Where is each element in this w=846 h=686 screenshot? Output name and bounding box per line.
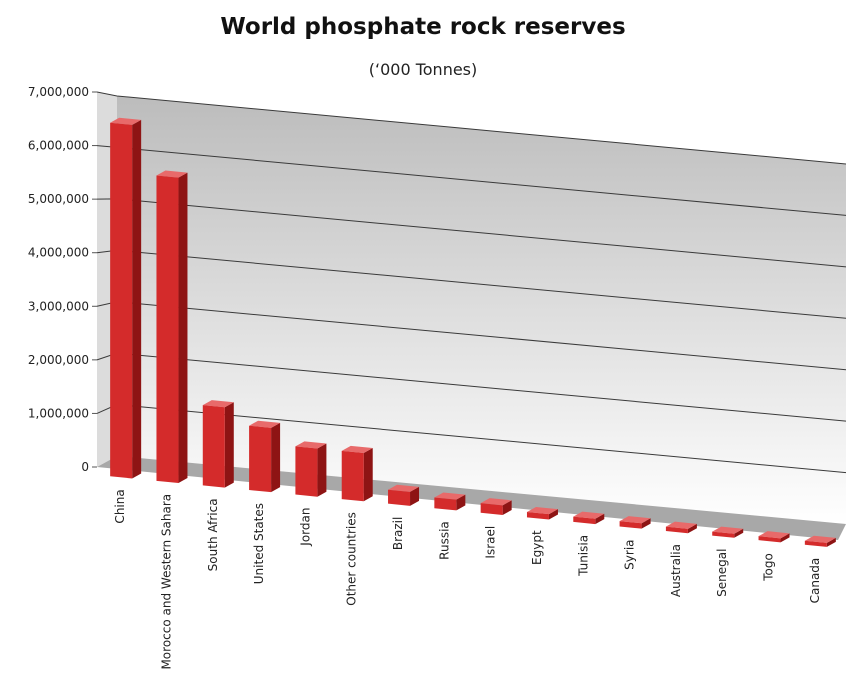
bar bbox=[341, 445, 373, 502]
y-tick-label: 4,000,000 bbox=[28, 246, 89, 260]
bar-top bbox=[295, 441, 327, 449]
bar-top bbox=[665, 521, 697, 529]
x-tick-label: Canada bbox=[808, 558, 822, 604]
bar-front bbox=[712, 531, 735, 538]
y-tick-label: 6,000,000 bbox=[28, 139, 89, 153]
bar-top bbox=[156, 170, 188, 178]
x-tick-label: Brazil bbox=[391, 517, 405, 551]
bar bbox=[619, 516, 651, 529]
bar-side bbox=[548, 509, 558, 520]
x-tick-label: Israel bbox=[484, 526, 498, 559]
bar-front bbox=[341, 450, 364, 502]
bar-front bbox=[295, 446, 318, 497]
bar-side bbox=[595, 513, 605, 525]
bar bbox=[202, 400, 234, 488]
y-tick-label: 0 bbox=[81, 460, 89, 474]
bar-front bbox=[526, 512, 549, 520]
bar bbox=[758, 531, 790, 543]
bar-top bbox=[712, 526, 744, 534]
bar-side bbox=[826, 537, 836, 547]
y-tick-label: 5,000,000 bbox=[28, 192, 89, 206]
bar-side bbox=[502, 500, 512, 515]
y-tick-label: 3,000,000 bbox=[28, 299, 89, 313]
bar-front bbox=[480, 503, 503, 515]
bar bbox=[156, 170, 188, 484]
bar-front bbox=[573, 516, 596, 525]
bar-top bbox=[573, 511, 605, 519]
bar-side bbox=[363, 448, 373, 502]
bar bbox=[665, 521, 697, 534]
gridline bbox=[96, 91, 846, 165]
x-tick-label: China bbox=[113, 489, 127, 523]
x-tick-label: Jordan bbox=[298, 508, 312, 547]
bar-top bbox=[434, 492, 466, 500]
bar bbox=[712, 526, 744, 538]
y-tick-label: 1,000,000 bbox=[28, 406, 89, 420]
bar-side bbox=[271, 422, 281, 493]
bar-front bbox=[619, 521, 642, 529]
bar-side bbox=[178, 172, 188, 484]
bar-side bbox=[456, 494, 466, 511]
bar bbox=[526, 507, 558, 520]
bar-side bbox=[641, 518, 651, 529]
bar-top bbox=[480, 498, 512, 506]
bar-side bbox=[317, 443, 327, 497]
bar-side bbox=[410, 486, 420, 506]
bar-side bbox=[687, 523, 697, 534]
bar-top bbox=[202, 400, 234, 408]
x-tick-label: Tunisia bbox=[576, 535, 590, 577]
bar-front bbox=[202, 405, 225, 488]
bar-top bbox=[804, 535, 836, 543]
x-tick-label: United States bbox=[252, 503, 266, 584]
bar-side bbox=[734, 528, 744, 538]
x-tick-label: South Africa bbox=[206, 498, 220, 571]
bar-top bbox=[110, 117, 142, 125]
chart-subtitle: (‘000 Tonnes) bbox=[368, 60, 478, 79]
bar-front bbox=[434, 497, 457, 511]
x-tick-label: Togo bbox=[762, 553, 776, 582]
bar-top bbox=[341, 445, 373, 454]
bar-front bbox=[110, 122, 133, 479]
bar bbox=[249, 420, 281, 493]
x-tick-label: Other countries bbox=[345, 512, 359, 606]
bar-top bbox=[388, 484, 420, 492]
bar-front bbox=[156, 175, 179, 484]
bar-side bbox=[224, 402, 234, 488]
x-tick-label: Egypt bbox=[530, 530, 544, 565]
bar-front bbox=[249, 425, 272, 493]
bar-side bbox=[780, 533, 790, 543]
chart-title: World phosphate rock reserves bbox=[220, 14, 626, 40]
bar-front bbox=[804, 540, 827, 547]
x-tick-label: Syria bbox=[623, 539, 637, 569]
y-tick-label: 7,000,000 bbox=[28, 85, 89, 99]
x-tick-label: Senegal bbox=[715, 549, 729, 597]
bar-top bbox=[249, 420, 281, 428]
floor bbox=[97, 456, 846, 540]
x-tick-label: Morocco and Western Sahara bbox=[159, 494, 173, 670]
bar bbox=[388, 484, 420, 506]
bar-front bbox=[665, 526, 688, 534]
bar-top bbox=[758, 531, 790, 539]
x-tick-label: Russia bbox=[437, 521, 451, 560]
bar bbox=[434, 492, 466, 511]
y-tick-label: 2,000,000 bbox=[28, 353, 89, 367]
bar bbox=[480, 498, 512, 515]
bar bbox=[804, 535, 836, 547]
back-wall bbox=[117, 96, 846, 524]
bar bbox=[573, 511, 605, 525]
bar bbox=[295, 441, 327, 497]
bar-top bbox=[526, 507, 558, 515]
bar bbox=[110, 117, 142, 479]
bar-side bbox=[132, 119, 142, 479]
bar-front bbox=[388, 489, 411, 506]
bar-top bbox=[619, 516, 651, 524]
x-tick-label: Australia bbox=[669, 544, 683, 597]
bar-front bbox=[758, 536, 781, 543]
